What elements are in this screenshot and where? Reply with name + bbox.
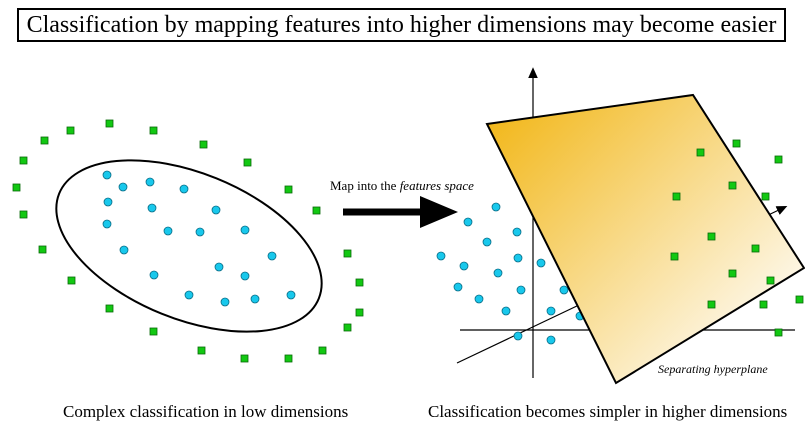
low-dimension-panel bbox=[12, 119, 364, 363]
projected-square-points bbox=[670, 139, 804, 337]
high-dimension-caption: Classification becomes simpler in higher… bbox=[428, 402, 788, 421]
separating-hyperplane bbox=[485, 93, 805, 385]
high-dimension-panel: Separating hyperplane bbox=[436, 67, 805, 385]
mapping-arrow: Map into the features space bbox=[330, 178, 474, 228]
outer-class-points bbox=[12, 119, 364, 363]
projected-circle-points bbox=[436, 202, 585, 345]
decision-boundary-ellipse bbox=[55, 159, 323, 333]
mapping-arrow-label: Map into the features space bbox=[330, 178, 474, 193]
inner-class-points bbox=[102, 170, 296, 307]
diagram-title: Classification by mapping features into … bbox=[17, 8, 786, 42]
hyperplane-label: Separating hyperplane bbox=[658, 362, 768, 376]
low-dimension-caption: Complex classification in low dimensions bbox=[63, 402, 349, 421]
